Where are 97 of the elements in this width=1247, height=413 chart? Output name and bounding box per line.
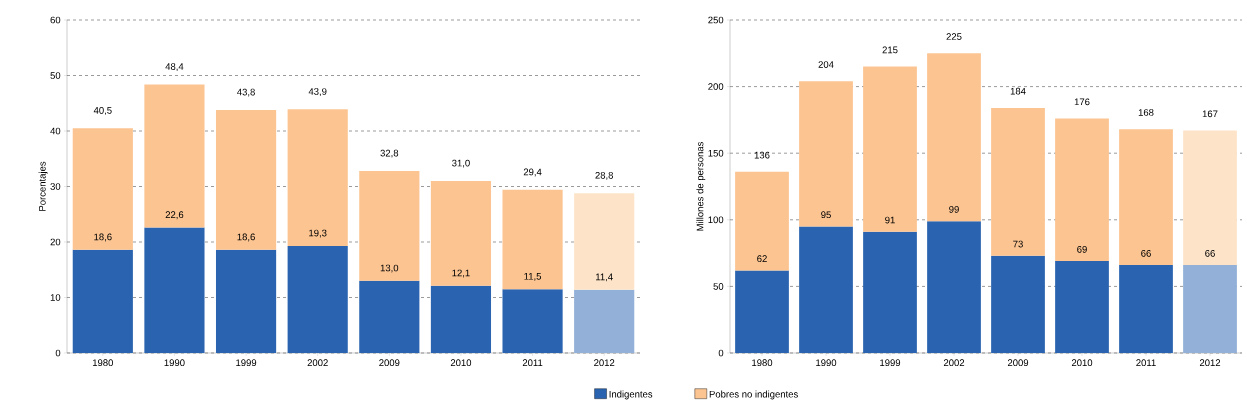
bar [287, 109, 348, 246]
x-tick-label: 1990 [164, 359, 185, 367]
y-tick-label: 50 [50, 72, 61, 79]
x-tick-label: 1980 [92, 359, 113, 367]
y-tick-label: 0 [55, 349, 61, 357]
y-tick-label: 40 [50, 127, 61, 135]
total-label: 32,8 [380, 149, 399, 158]
y-tick-label: 50 [713, 283, 724, 290]
bar [863, 231, 917, 353]
total-label: 215 [882, 46, 898, 54]
y-tick-label: 200 [708, 83, 724, 90]
total-label: 204 [818, 61, 834, 68]
bar [287, 245, 348, 353]
bar [430, 180, 492, 286]
x-tick-label: 2011 [522, 359, 543, 367]
y-tick-label: 60 [50, 16, 61, 24]
data-label: 66 [1205, 250, 1215, 257]
total-label: 176 [1074, 98, 1090, 106]
x-tick-label: 2010 [1071, 359, 1093, 367]
total-label: 184 [1010, 87, 1026, 95]
bar [72, 249, 133, 353]
bar [1183, 130, 1237, 266]
data-label: 11,4 [596, 273, 613, 282]
data-label: 69 [1077, 246, 1087, 253]
total-label: 43,9 [308, 88, 327, 96]
y-axis-title: Porcentajes [38, 161, 48, 211]
bar [1055, 118, 1109, 262]
total-label: 48,4 [165, 63, 184, 72]
bar [72, 128, 133, 250]
legend-label: Pobres no indigentes [709, 390, 798, 400]
total-label: 31,0 [452, 159, 470, 168]
total-label: 40,5 [93, 107, 112, 115]
total-label: 43,8 [237, 88, 255, 97]
bar [502, 289, 563, 353]
y-tick-label: 150 [708, 149, 724, 157]
total-label: 225 [946, 33, 962, 40]
bar [991, 107, 1045, 256]
bar [1055, 261, 1109, 353]
bar [1119, 265, 1173, 353]
y-tick-label: 10 [50, 294, 61, 301]
data-label: 95 [821, 211, 831, 219]
total-label: 28,8 [595, 171, 614, 180]
bar [1183, 265, 1237, 353]
bar [215, 249, 277, 353]
bar [735, 171, 789, 271]
x-tick-label: 2010 [450, 359, 472, 367]
bar [991, 255, 1045, 353]
bar [574, 289, 635, 353]
bar [502, 189, 563, 290]
data-label: 99 [949, 206, 959, 213]
x-tick-label: 2002 [307, 359, 328, 367]
y-tick-label: 0 [718, 349, 724, 357]
total-label: 29,4 [523, 168, 542, 177]
bar [799, 226, 853, 353]
y-tick-label: 100 [708, 216, 724, 224]
x-tick-label: 2012 [1199, 359, 1221, 367]
legend-label: Indigentes [609, 390, 653, 400]
bar [430, 285, 492, 353]
y-tick-label: 250 [708, 16, 724, 24]
bar [144, 227, 205, 353]
bar [735, 270, 789, 353]
bar [359, 170, 420, 281]
data-label: 66 [1141, 250, 1151, 257]
data-label: 18,6 [94, 233, 112, 242]
bar [574, 193, 635, 290]
bar [927, 53, 981, 222]
bar [1119, 129, 1173, 266]
bar [215, 109, 277, 250]
data-label: 22,6 [165, 211, 184, 220]
x-tick-label: 1990 [816, 359, 837, 367]
data-label: 13,0 [380, 264, 399, 273]
data-label: 12,1 [452, 269, 470, 278]
x-tick-label: 2012 [594, 359, 615, 367]
data-label: 62 [757, 255, 767, 263]
total-label: 167 [1202, 110, 1218, 118]
total-label: 136 [754, 151, 770, 159]
data-label: 19,3 [309, 229, 327, 238]
y-axis-title: Millones de personas [696, 141, 706, 231]
y-tick-label: 20 [50, 238, 61, 246]
x-tick-label: 1999 [236, 359, 257, 367]
x-tick-label: 2011 [1136, 359, 1156, 367]
data-label: 73 [1013, 240, 1023, 248]
x-tick-label: 2009 [379, 359, 400, 367]
y-tick-label: 30 [50, 183, 61, 190]
x-tick-label: 1999 [880, 359, 901, 367]
x-tick-label: 2002 [943, 359, 965, 367]
data-label: 11,5 [524, 273, 542, 281]
bar [863, 66, 917, 232]
x-tick-label: 1980 [752, 359, 773, 367]
x-tick-label: 2009 [1007, 359, 1029, 367]
total-label: 168 [1138, 109, 1154, 116]
bar [144, 84, 205, 228]
bar [359, 280, 420, 353]
data-label: 91 [885, 216, 895, 224]
data-label: 18,6 [237, 233, 255, 242]
bar [799, 81, 853, 227]
bar [927, 221, 981, 353]
